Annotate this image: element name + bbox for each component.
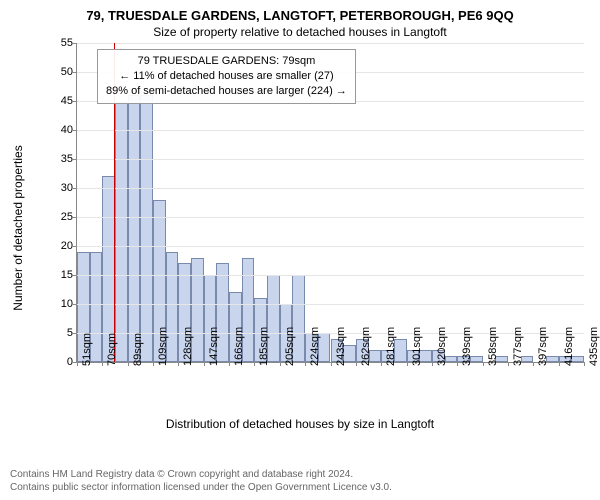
y-tick-mark <box>73 217 77 218</box>
x-tick-mark <box>356 362 357 366</box>
x-tick-label: 224sqm <box>309 327 321 366</box>
x-tick-mark <box>533 362 534 366</box>
footer-line2: Contains public sector information licen… <box>10 482 590 495</box>
x-tick-mark <box>331 362 332 366</box>
histogram-bar <box>115 101 128 362</box>
chart-subtitle: Size of property relative to detached ho… <box>10 25 590 39</box>
gridline <box>77 43 584 44</box>
x-tick-label: 339sqm <box>461 327 473 366</box>
x-tick-mark <box>584 362 585 366</box>
chart-container: 79, TRUESDALE GARDENS, LANGTOFT, PETERBO… <box>0 0 600 500</box>
x-tick-mark <box>204 362 205 366</box>
histogram-bar <box>140 95 153 362</box>
y-tick-mark <box>73 101 77 102</box>
page-title: 79, TRUESDALE GARDENS, LANGTOFT, PETERBO… <box>10 8 590 23</box>
y-tick-mark <box>73 72 77 73</box>
x-tick-label: 243sqm <box>335 327 347 366</box>
y-tick-label: 15 <box>49 269 73 281</box>
annotation-line1: 79 TRUESDALE GARDENS: 79sqm <box>106 54 347 69</box>
histogram-bar <box>128 95 141 362</box>
y-tick-label: 55 <box>49 37 73 49</box>
x-tick-mark <box>483 362 484 366</box>
x-tick-label: 281sqm <box>385 327 397 366</box>
x-tick-mark <box>381 362 382 366</box>
x-tick-mark <box>178 362 179 366</box>
x-tick-label: 358sqm <box>487 327 499 366</box>
y-tick-label: 30 <box>49 182 73 194</box>
gridline <box>77 188 584 189</box>
chart-wrap: Number of detached properties 0510152025… <box>46 43 584 413</box>
x-tick-label: 377sqm <box>512 327 524 366</box>
y-tick-mark <box>73 159 77 160</box>
footer-line1: Contains HM Land Registry data © Crown c… <box>10 469 590 482</box>
x-tick-label: 51sqm <box>81 333 93 366</box>
x-tick-mark <box>77 362 78 366</box>
x-tick-label: 89sqm <box>132 333 144 366</box>
annotation-line2: ← 11% of detached houses are smaller (27… <box>106 69 347 84</box>
gridline <box>77 130 584 131</box>
x-tick-mark <box>457 362 458 366</box>
x-tick-mark <box>153 362 154 366</box>
x-tick-label: 109sqm <box>157 327 169 366</box>
y-tick-label: 5 <box>49 327 73 339</box>
x-tick-mark <box>102 362 103 366</box>
x-tick-mark <box>229 362 230 366</box>
y-axis-label: Number of detached properties <box>11 145 25 310</box>
y-tick-label: 45 <box>49 95 73 107</box>
annotation-line3: 89% of semi-detached houses are larger (… <box>106 84 347 99</box>
footer: Contains HM Land Registry data © Crown c… <box>10 469 590 494</box>
gridline <box>77 275 584 276</box>
annotation-box: 79 TRUESDALE GARDENS: 79sqm ← 11% of det… <box>97 49 356 104</box>
x-tick-label: 397sqm <box>537 327 549 366</box>
x-tick-mark <box>128 362 129 366</box>
x-tick-label: 320sqm <box>436 327 448 366</box>
x-tick-mark <box>508 362 509 366</box>
y-tick-mark <box>73 304 77 305</box>
y-tick-label: 35 <box>49 153 73 165</box>
x-tick-label: 128sqm <box>182 327 194 366</box>
x-tick-mark <box>432 362 433 366</box>
y-tick-label: 20 <box>49 240 73 252</box>
y-tick-label: 40 <box>49 124 73 136</box>
y-tick-mark <box>73 188 77 189</box>
y-tick-mark <box>73 130 77 131</box>
y-tick-label: 10 <box>49 298 73 310</box>
gridline <box>77 304 584 305</box>
x-tick-label: 205sqm <box>284 327 296 366</box>
gridline <box>77 333 584 334</box>
x-tick-label: 435sqm <box>588 327 600 366</box>
y-tick-mark <box>73 275 77 276</box>
x-tick-mark <box>305 362 306 366</box>
x-tick-label: 262sqm <box>360 327 372 366</box>
x-tick-label: 416sqm <box>563 327 575 366</box>
gridline <box>77 217 584 218</box>
plot-area: 051015202530354045505551sqm70sqm89sqm109… <box>76 43 584 363</box>
x-tick-label: 166sqm <box>233 327 245 366</box>
gridline <box>77 159 584 160</box>
y-tick-label: 0 <box>49 356 73 368</box>
x-tick-label: 147sqm <box>208 327 220 366</box>
y-tick-mark <box>73 333 77 334</box>
x-tick-label: 301sqm <box>411 327 423 366</box>
y-tick-mark <box>73 246 77 247</box>
x-tick-mark <box>280 362 281 366</box>
x-tick-label: 185sqm <box>258 327 270 366</box>
x-tick-mark <box>559 362 560 366</box>
x-axis-label: Distribution of detached houses by size … <box>10 417 590 431</box>
x-tick-label: 70sqm <box>106 333 118 366</box>
x-tick-mark <box>254 362 255 366</box>
y-tick-label: 25 <box>49 211 73 223</box>
gridline <box>77 246 584 247</box>
y-tick-label: 50 <box>49 66 73 78</box>
y-tick-mark <box>73 43 77 44</box>
x-tick-mark <box>407 362 408 366</box>
